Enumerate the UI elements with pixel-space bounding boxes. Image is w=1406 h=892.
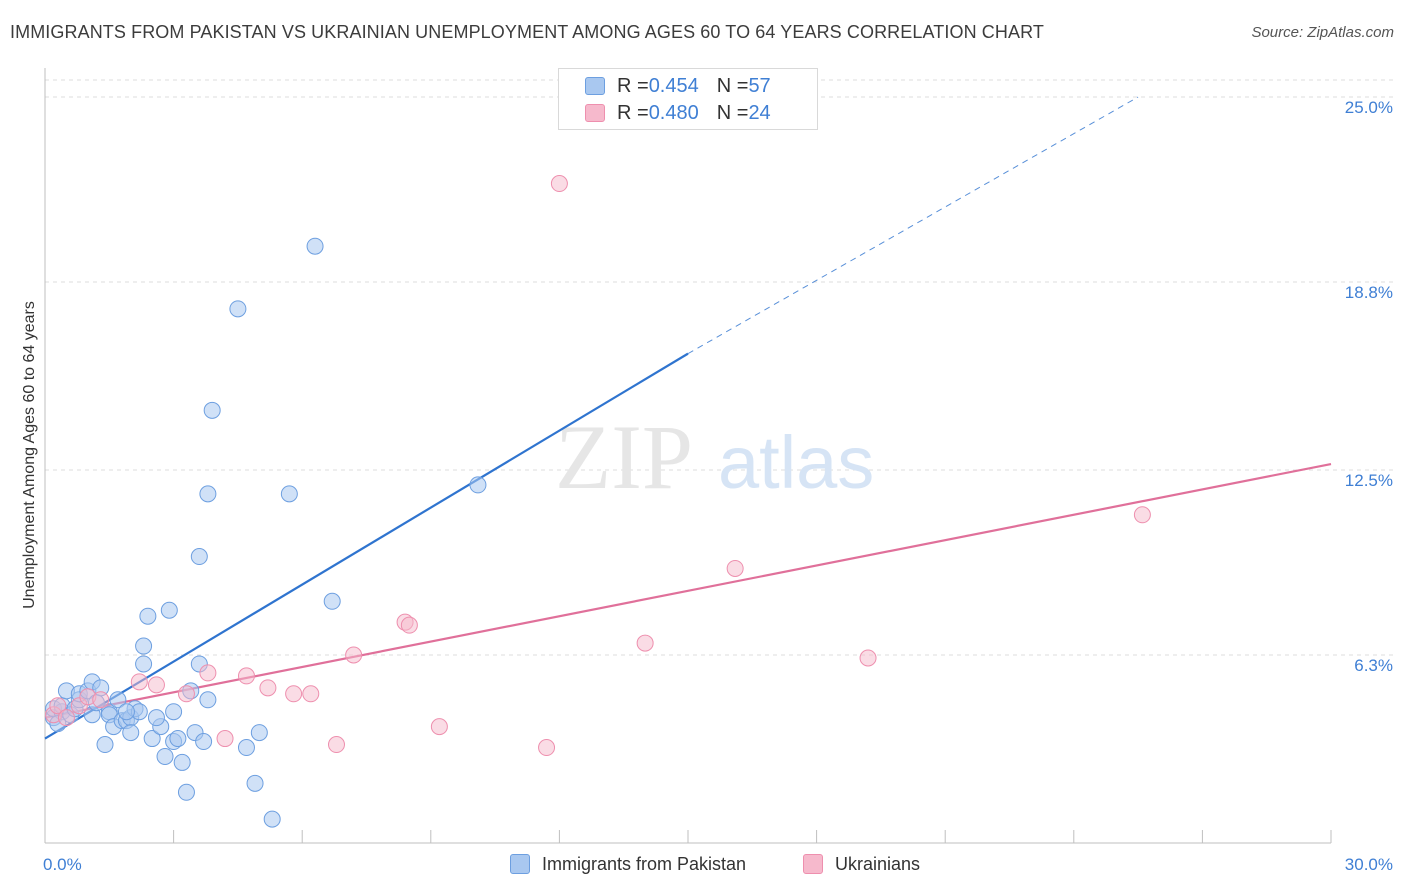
legend-swatch-ukrainian — [585, 104, 605, 122]
point-pakistan — [135, 655, 153, 673]
point-pakistan — [156, 747, 174, 765]
y-tick-label: 25.0% — [1345, 98, 1393, 117]
point-pakistan — [173, 753, 191, 771]
point-ukrainian — [345, 646, 363, 664]
y-tick-label: 18.8% — [1345, 283, 1393, 302]
point-pakistan — [169, 730, 187, 748]
point-ukrainian — [550, 175, 568, 193]
correlation-legend: R = 0.454 N = 57 R = 0.480 N = 24 — [558, 68, 818, 130]
legend-n-value: 24 — [748, 101, 771, 124]
tick-labels: 6.3% 12.5% 18.8% 25.0% 0.0% 30.0% — [43, 98, 1393, 874]
point-pakistan — [229, 300, 247, 318]
point-ukrainian — [327, 736, 345, 754]
point-pakistan — [139, 607, 157, 625]
point-ukrainian — [285, 685, 303, 703]
bottom-legend-swatch-pakistan — [510, 854, 530, 874]
bottom-legend-swatch-ukrainian — [803, 854, 823, 874]
legend-swatch-pakistan — [585, 77, 605, 95]
legend-r-label: R = — [617, 74, 649, 97]
point-pakistan — [190, 548, 208, 566]
point-pakistan — [96, 736, 114, 754]
point-ukrainian — [430, 718, 448, 736]
point-ukrainian — [400, 616, 418, 634]
point-pakistan — [199, 691, 217, 709]
point-ukrainian — [49, 697, 67, 715]
point-pakistan — [323, 592, 341, 610]
legend-row-pakistan: R = 0.454 N = 57 — [585, 73, 771, 99]
point-pakistan — [237, 739, 255, 757]
point-ukrainian — [726, 559, 744, 577]
bottom-legend-label-pakistan: Immigrants from Pakistan — [542, 853, 747, 874]
point-pakistan — [250, 724, 268, 742]
point-pakistan — [306, 237, 324, 255]
trend-line-pakistan-extension — [687, 96, 1139, 355]
point-pakistan — [177, 783, 195, 801]
point-pakistan — [263, 810, 281, 828]
watermark-atlas: atlas — [718, 421, 874, 504]
trend-line-ukrainian — [44, 462, 1332, 719]
y-tick-label: 12.5% — [1345, 471, 1393, 490]
point-pakistan — [469, 476, 487, 494]
bottom-legend-pakistan: Immigrants from Pakistan — [510, 852, 746, 876]
x-tick-label: 0.0% — [43, 855, 82, 874]
point-pakistan — [160, 601, 178, 619]
point-ukrainian — [1133, 506, 1151, 524]
point-pakistan — [203, 401, 221, 419]
point-ukrainian — [147, 676, 165, 694]
legend-r-value: 0.480 — [648, 101, 699, 124]
point-pakistan — [280, 485, 298, 503]
point-pakistan — [165, 703, 183, 721]
chart-title: IMMIGRANTS FROM PAKISTAN VS UKRAINIAN UN… — [10, 22, 1044, 42]
point-ukrainian — [57, 709, 75, 727]
point-ukrainian — [302, 685, 320, 703]
point-pakistan — [135, 637, 153, 655]
series-ukrainian-points — [45, 175, 1151, 757]
legend-n-label: N = — [716, 74, 749, 97]
point-ukrainian — [538, 739, 556, 757]
point-pakistan — [117, 703, 135, 721]
point-ukrainian — [859, 649, 877, 667]
watermark-zip: ZIP — [555, 406, 693, 508]
series-pakistan-points — [45, 237, 487, 828]
grid-lines — [45, 79, 1393, 656]
point-ukrainian — [199, 664, 217, 682]
trend-line-pakistan — [44, 352, 689, 740]
y-tick-label: 6.3% — [1354, 656, 1393, 675]
point-pakistan — [195, 733, 213, 751]
bottom-legend-label-ukrainian: Ukrainians — [835, 853, 921, 874]
point-ukrainian — [130, 673, 148, 691]
point-pakistan — [199, 485, 217, 503]
point-pakistan — [122, 724, 140, 742]
point-ukrainian — [92, 691, 110, 709]
legend-r-value: 0.454 — [648, 74, 699, 97]
watermark: ZIP atlas — [555, 406, 874, 508]
axes — [44, 68, 1332, 844]
point-pakistan — [109, 691, 127, 709]
point-ukrainian — [216, 730, 234, 748]
point-pakistan — [143, 730, 161, 748]
x-tick-label: 30.0% — [1345, 855, 1393, 874]
point-pakistan — [147, 709, 165, 727]
legend-r-label: R = — [617, 101, 649, 124]
bottom-legend-ukrainian: Ukrainians — [803, 852, 920, 876]
trend-lines — [44, 96, 1332, 740]
source-label: Source: ZipAtlas.com — [1251, 24, 1394, 41]
point-pakistan — [246, 774, 264, 792]
point-ukrainian — [636, 634, 654, 652]
point-ukrainian — [259, 679, 277, 697]
point-ukrainian — [177, 685, 195, 703]
legend-row-ukrainian: R = 0.480 N = 24 — [585, 100, 771, 126]
point-ukrainian — [237, 667, 255, 685]
legend-n-label: N = — [716, 101, 749, 124]
legend-n-value: 57 — [748, 74, 771, 97]
